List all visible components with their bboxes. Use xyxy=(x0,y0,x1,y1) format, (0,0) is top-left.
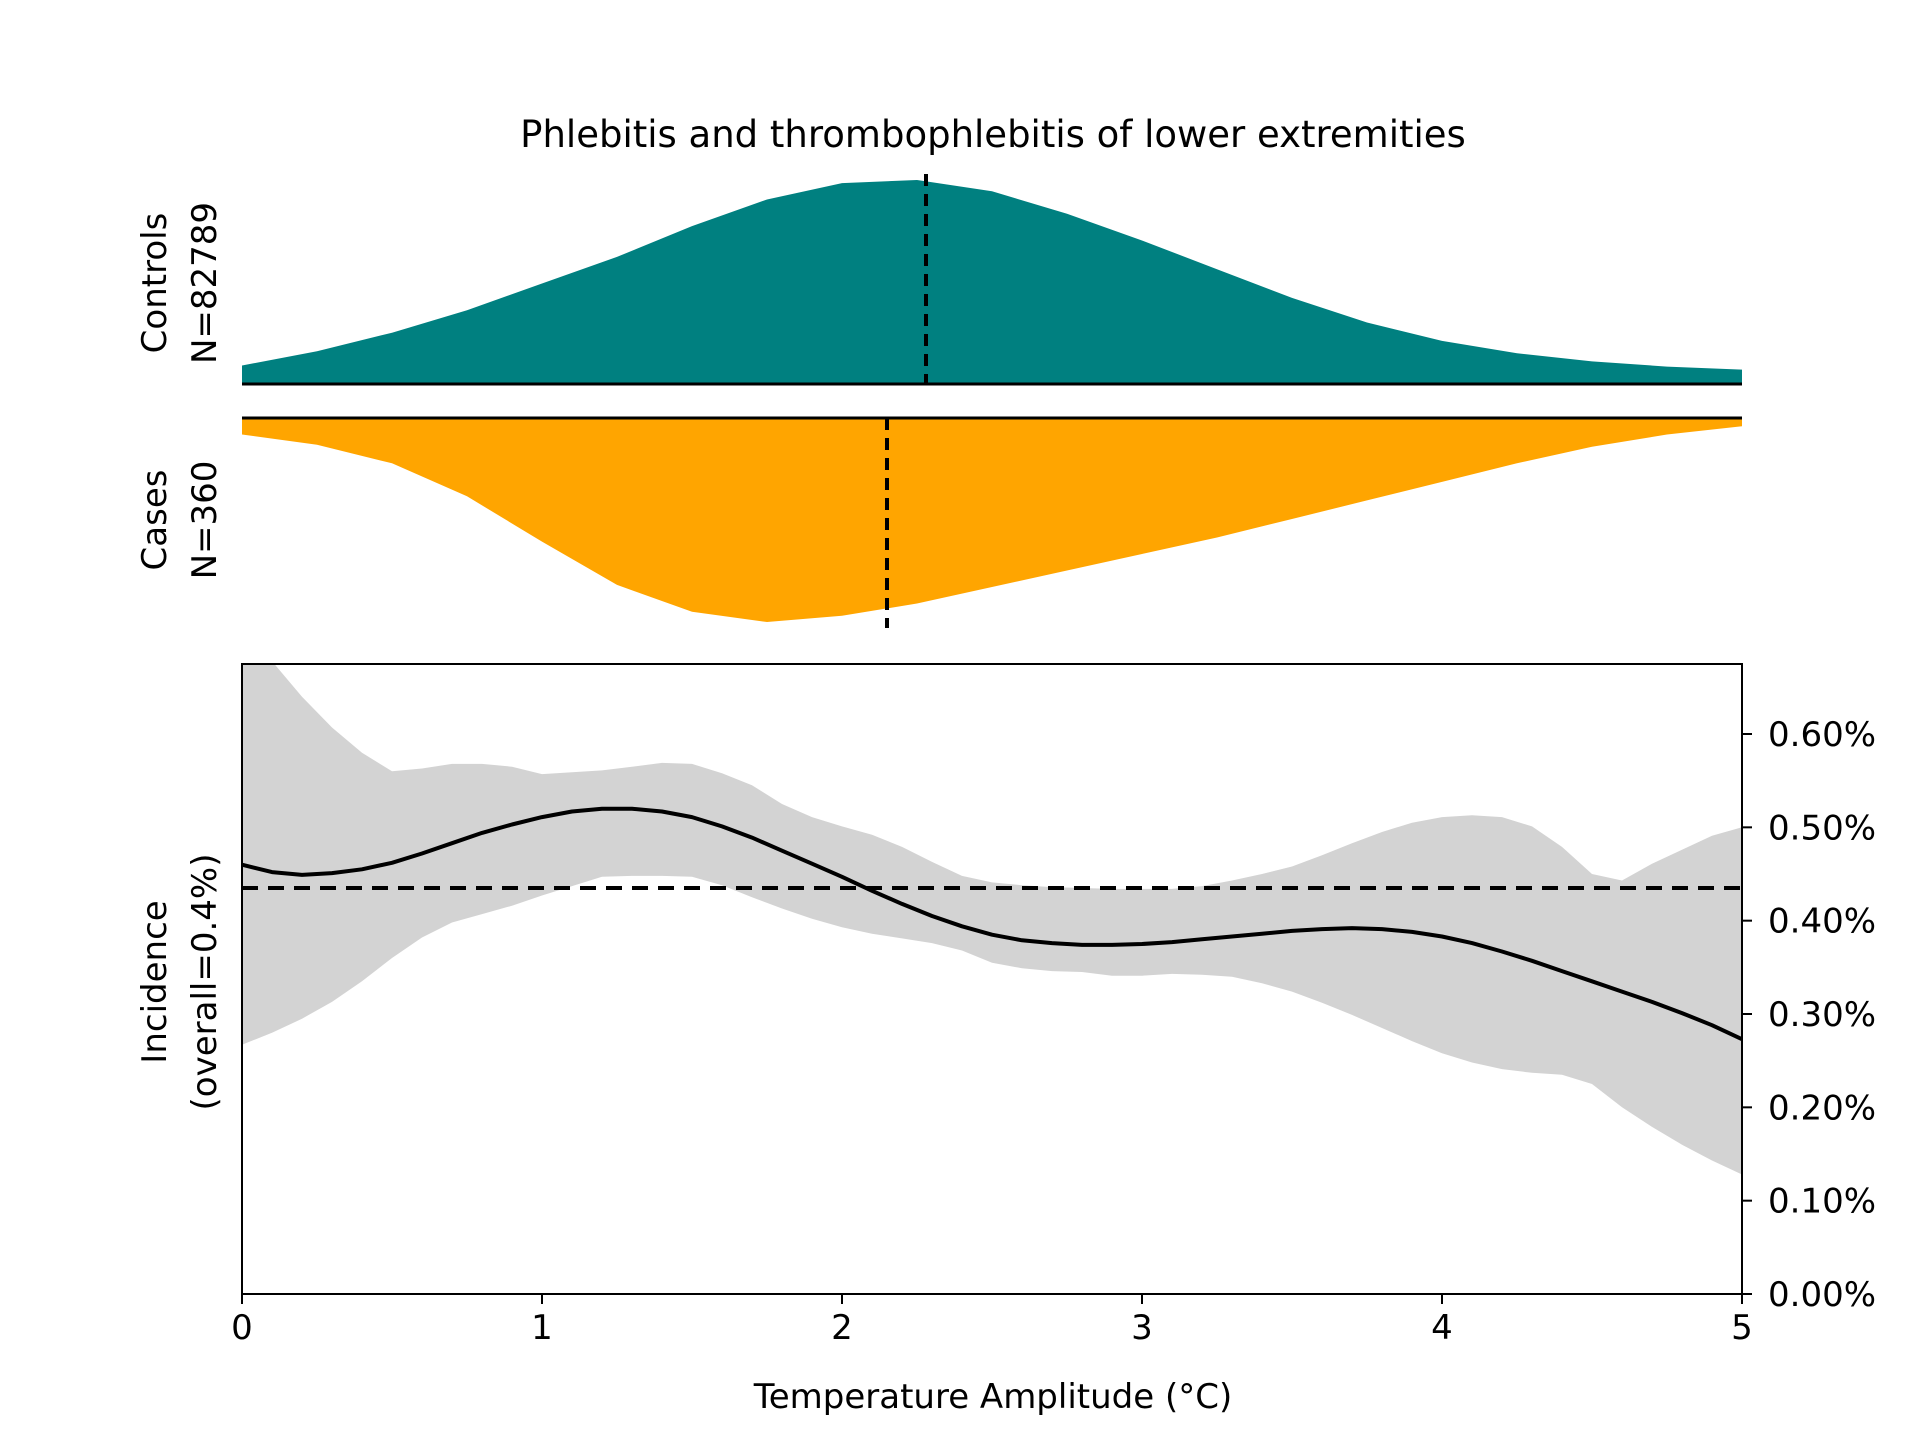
y-tick-label: 0.50% xyxy=(1768,808,1876,848)
cases-count-label: N=360 xyxy=(185,461,225,580)
incidence-line xyxy=(242,806,1742,1042)
y-tick-label: 0.00% xyxy=(1768,1275,1876,1315)
y-tick-label: 0.10% xyxy=(1768,1182,1876,1222)
controls-label: Controls xyxy=(135,213,175,354)
x-axis-label: Temperature Amplitude (°C) xyxy=(753,1377,1233,1417)
x-tick-label: 3 xyxy=(1131,1308,1153,1348)
cases-label: Cases xyxy=(135,470,175,571)
x-tick-label: 4 xyxy=(1431,1308,1453,1348)
y-tick-label: 0.20% xyxy=(1768,1088,1876,1128)
y-axis-label: Incidence xyxy=(135,900,175,1063)
incidence-axes-frame xyxy=(241,663,1743,1295)
controls-density-panel xyxy=(242,174,1742,386)
cases-density-panel xyxy=(242,416,1742,628)
x-tick-label: 0 xyxy=(231,1308,253,1348)
y-tick-label: 0.40% xyxy=(1768,902,1876,942)
y-tick-label: 0.60% xyxy=(1768,715,1876,755)
confidence-band xyxy=(242,664,1742,1175)
y-axis-sublabel: (overall=0.4%) xyxy=(185,854,225,1111)
controls-count-label: N=82789 xyxy=(185,202,225,364)
x-tick-label: 1 xyxy=(531,1308,553,1348)
y-tick-label: 0.30% xyxy=(1768,995,1876,1035)
x-tick-label: 5 xyxy=(1731,1308,1753,1348)
incidence-panel: 0 1 2 3 4 5 0.00% 0.10% 0.20% 0.30% 0.40% 0.50% 0.60… xyxy=(231,663,1876,1348)
chart-title: Phlebitis and thrombophlebitis of lower … xyxy=(520,113,1466,156)
x-tick-label: 2 xyxy=(831,1308,853,1348)
controls-density-area xyxy=(242,180,1742,384)
cases-density-area xyxy=(242,418,1742,622)
incidence-plot-area xyxy=(242,664,1742,1175)
